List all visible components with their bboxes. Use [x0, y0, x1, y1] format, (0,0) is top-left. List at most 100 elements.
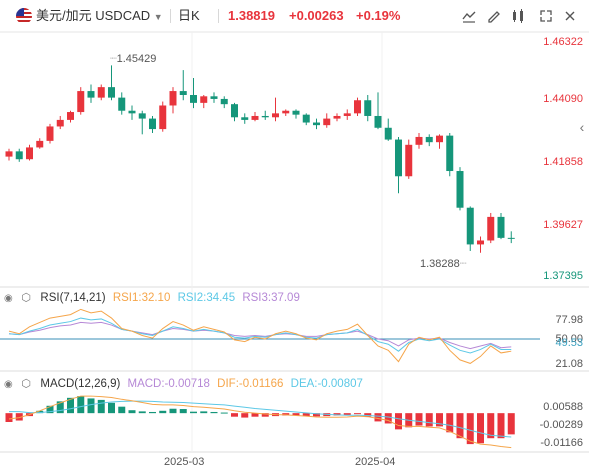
candle-body: [374, 115, 382, 128]
macd-bar: [67, 397, 74, 414]
candle-body: [272, 113, 279, 118]
macd-bar: [169, 408, 177, 414]
candle-body: [108, 87, 115, 98]
candle-body: [343, 113, 351, 116]
macd-bar: [190, 411, 197, 414]
macd-bar: [261, 413, 269, 417]
price-axis-label: 1.37395: [543, 270, 583, 282]
flag-icon: [16, 8, 32, 24]
rsi2-line: [8, 317, 512, 354]
last-price: 1.38819: [228, 8, 275, 23]
macd-bar: [36, 410, 44, 414]
macd-bar: [210, 411, 218, 414]
candle-body: [5, 151, 13, 157]
candle-body: [46, 126, 54, 141]
eye-icon[interactable]: ◉: [4, 293, 13, 304]
candle-body: [333, 115, 341, 119]
dea-line: [9, 400, 512, 438]
macd-bar: [138, 411, 146, 414]
dea-value: DEA:-0.00807: [290, 378, 363, 390]
date-axis-label: 2025-03: [164, 456, 205, 468]
chart-toolbar: 美元/加元 USDCAD ▼ 日K 1.38819 +0.00263 +0.19…: [0, 0, 589, 32]
candle-body: [190, 95, 197, 103]
candle-body: [87, 91, 95, 98]
candle-body: [487, 216, 495, 241]
macd-bar: [425, 413, 433, 427]
settings-icon[interactable]: ⬡: [21, 378, 31, 390]
macd-label: MACD(12,26,9): [40, 378, 121, 390]
candle-body: [159, 105, 167, 130]
macd-bar: [333, 413, 341, 416]
candle-body: [302, 114, 310, 123]
macd-bar: [220, 412, 228, 414]
macd-axis-label: 0.00588: [543, 401, 583, 413]
date-axis-label: 2025-04: [355, 456, 396, 468]
macd-bar: [487, 413, 495, 439]
rsi-header: ◉ ⬡ RSI(7,14,21) RSI1:32.10 RSI2:34.45 R…: [4, 290, 300, 307]
eye-icon[interactable]: ◉: [4, 379, 13, 390]
line-chart-icon[interactable]: [461, 8, 477, 24]
candle-body: [15, 151, 23, 160]
macd-bar: [231, 413, 238, 417]
symbol-selector[interactable]: 美元/加元 USDCAD ▼: [36, 0, 163, 33]
macd-bar: [241, 413, 249, 418]
price-axis-label: 1.39627: [543, 219, 583, 231]
rsi3-value: RSI3:37.09: [242, 292, 300, 304]
macd-bar: [497, 413, 505, 439]
macd-bar: [302, 413, 310, 417]
candle-body: [220, 98, 228, 105]
rsi-axis-label: 50.00: [555, 333, 583, 345]
macd-bar: [466, 413, 474, 445]
close-icon[interactable]: [562, 8, 578, 24]
macd-bar: [77, 396, 85, 414]
candle-body: [118, 97, 126, 111]
macd-bar: [313, 413, 320, 417]
macd-bar: [415, 413, 423, 426]
rsi1-line: [8, 308, 512, 364]
expand-icon[interactable]: [538, 8, 554, 24]
candle-body: [26, 147, 33, 160]
bar-settings-icon[interactable]: [510, 8, 526, 24]
macd-bar: [292, 413, 300, 416]
candle-body: [231, 104, 238, 118]
period-selector[interactable]: 日K: [178, 8, 200, 23]
macd-axis-label: -0.01166: [540, 437, 583, 449]
macd-bar: [118, 406, 126, 414]
macd-bar: [384, 413, 392, 424]
candle-body: [313, 122, 320, 126]
candle-body: [77, 91, 85, 113]
candle-body: [425, 136, 433, 143]
macd-bar: [507, 413, 515, 435]
symbol-name: 美元/加元: [36, 8, 92, 23]
chevron-left-icon[interactable]: ‹: [579, 119, 585, 135]
candle-body: [405, 144, 413, 177]
low-value: 1.38288: [420, 258, 460, 270]
candle-body: [497, 216, 505, 238]
candle-body: [128, 110, 136, 114]
macd-bar: [128, 410, 136, 414]
price-axis-label: 1.46322: [543, 36, 583, 48]
rsi-label: RSI(7,14,21): [40, 292, 106, 304]
candle-body: [354, 100, 361, 114]
macd-bar: [200, 411, 208, 414]
price-axis-label: 1.41858: [543, 156, 583, 168]
dif-value: DIF:-0.01166: [217, 378, 284, 390]
rsi2-value: RSI2:34.45: [177, 292, 236, 304]
candle-body: [149, 118, 156, 130]
macd-bar: [5, 413, 13, 422]
candle-body: [507, 237, 515, 239]
settings-icon[interactable]: ⬡: [21, 292, 31, 304]
macd-bar: [456, 413, 464, 439]
candle-body: [292, 110, 300, 115]
macd-bar: [446, 413, 454, 433]
macd-bar: [97, 399, 105, 414]
candle-body: [466, 207, 474, 245]
candle-body: [364, 100, 372, 116]
rsi-axis-label: 49.53: [555, 337, 583, 349]
pencil-icon[interactable]: [486, 8, 502, 24]
rsi-axis-label: 77.98: [555, 314, 583, 326]
candle-body: [323, 118, 331, 126]
macd-axis-label: -0.00289: [539, 419, 583, 431]
candle-body: [261, 115, 269, 118]
